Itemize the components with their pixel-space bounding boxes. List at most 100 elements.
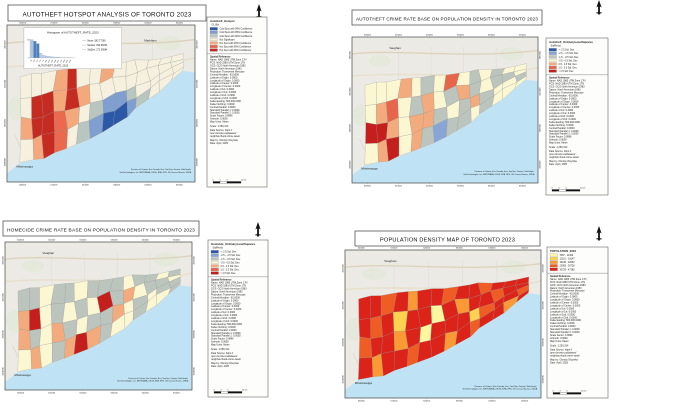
- neighbourhood-polygon: [370, 315, 383, 339]
- grid-tick-label: 600000: [358, 247, 366, 249]
- grid-tick-label: 4844000: [194, 293, 196, 302]
- grid-tick-label: 4844000: [540, 87, 542, 96]
- basemap-attribution: Province of Ontario, Esri Canada, Esri, …: [474, 385, 537, 388]
- legend-class-label: < -2.5 Std. Dev.: [559, 49, 575, 52]
- place-label: Vaughan: [42, 251, 54, 255]
- basemap: Vaughan Mississauga Province of Ontario, E…: [345, 250, 541, 398]
- legend-class-label: 0.5 - 1.5 Std. Dev.: [221, 265, 240, 268]
- grid-tick-label: 620000: [82, 22, 90, 24]
- data-source-line: neighbourhood-crime-rates/: [549, 156, 579, 159]
- spatial-reference-line: Longitude of 1st: 0.0000: [210, 91, 237, 94]
- grid-tick-label: 610000: [51, 22, 59, 24]
- grid-tick-label: 4828000: [197, 157, 199, 166]
- basemap-attribution: GeoTechnologies, Inc, METI/NASA, USGS, E…: [463, 388, 538, 391]
- spatial-reference-line: Standard Parallel 2: 0.0000: [549, 133, 579, 136]
- legend-class-label: 7087 - 12100: [560, 255, 574, 257]
- grid-tick-label: 620000: [423, 247, 431, 249]
- data-source-line: Data Source: https://: [549, 150, 572, 153]
- map-title: POPULATION DENSITY MAP OF TORONTO 2023: [354, 230, 541, 247]
- spatial-reference-line: Standard Parallel 2: 0.0000: [210, 112, 240, 115]
- legend-field-name: GI_Bin: [212, 24, 220, 27]
- grid-tick-label: 610000: [391, 400, 399, 402]
- grid-tick-label: 4852000: [197, 40, 199, 49]
- north-arrow-icon: [596, 0, 602, 15]
- neighbourhood-polygons: [17, 268, 181, 372]
- map-date: Date: April, 2025: [210, 142, 229, 145]
- north-arrow-icon: [256, 4, 262, 19]
- neighbourhood-polygon: [19, 73, 32, 99]
- spatial-reference-line: Standard Parallel 1: 0.0000: [549, 130, 579, 133]
- spatial-reference-line: Longitude of Origin: 0.0000: [210, 79, 240, 82]
- neighbourhood-polygon: [376, 101, 388, 125]
- lake-ontario-water: [345, 293, 541, 398]
- map-author: Map by: Olumiju Oluyinka: [549, 160, 577, 163]
- legend-swatch: [548, 51, 557, 55]
- basemap-attribution: GeoTechnologies, Inc, METI/NASA, USGS, E…: [117, 380, 189, 383]
- spatial-reference-line: Latitude of 1st: 0.0000: [550, 307, 575, 310]
- data-source-line: Data Source: https://: [211, 352, 234, 355]
- lake-ontario-water: [352, 79, 538, 183]
- spatial-reference-line: Longitude of 1st: 0.0000: [549, 112, 576, 115]
- legend-class-label: Not Significant: [220, 38, 235, 41]
- grid-tick-label: 610000: [395, 185, 403, 187]
- spatial-reference-line: Projection: Transverse Mercator: [211, 293, 246, 296]
- legend-swatch: [210, 257, 219, 261]
- basemap: Vaughan Mississauga Province of Ontario, E…: [5, 242, 192, 390]
- spatial-reference-line: Projection: Transverse Mercator: [210, 70, 245, 73]
- histogram-xtick: 1890: [62, 60, 66, 64]
- grid-tick-label: 4828000: [540, 160, 542, 169]
- grid-tick-label: 4828000: [342, 375, 344, 384]
- legend-class-label: -2.5 - -1.5 Std. Dev.: [221, 254, 242, 257]
- legend-swatch: [548, 58, 557, 62]
- neighbourhood-polygon: [365, 104, 377, 125]
- grid-tick-label: 620000: [82, 184, 90, 186]
- spatial-reference-line: Scale Factor: 0.9996: [210, 115, 233, 118]
- neighbourhood-polygon: [17, 349, 32, 372]
- spatial-reference-line: Datum: North American 1983: [210, 67, 242, 70]
- spatial-reference-line: GCS: GCS North American 1983: [210, 65, 246, 68]
- neighbourhood-polygon: [31, 73, 42, 98]
- neighbourhood-polygon: [359, 336, 373, 359]
- spatial-reference-line: Central Meridian: -81.0000: [210, 73, 240, 76]
- histogram-bar: [48, 56, 52, 58]
- spatial-reference-line: Scale Factor: 0.9996: [549, 136, 572, 139]
- legend-class-label: Cold Spot with 90% Confidence: [220, 35, 253, 38]
- map-title-text: AUTOTHEFT HOTSPOT ANALYSIS OF TORONTO 20…: [23, 11, 192, 18]
- scale-bar-label: 6: [566, 390, 568, 392]
- spatial-reference-line: Latitude of 2nd: 0.0000: [211, 317, 237, 320]
- legend-class-label: -2.5 - -1.5 Std. Dev.: [559, 52, 580, 55]
- spatial-reference-line: Latitude of 2nd: 0.0000: [549, 115, 575, 118]
- spatial-reference-line: Standard Parallel 1: 0.0000: [211, 332, 241, 335]
- spatial-reference-line: Longitude of 1st: 0.0000: [550, 310, 577, 313]
- quadrant-autotheft-hotspot: AUTOTHEFT HOTSPOT ANALYSIS OF TORONTO 20…: [4, 4, 268, 188]
- legend-swatch: [209, 34, 218, 38]
- place-label: Vaughan: [389, 46, 401, 50]
- legend-class-label: > 2.5 Std. Dev.: [559, 70, 575, 73]
- scale-bar-label: 6: [226, 179, 228, 181]
- map-scale-text: Scale: 1:250,314: [549, 146, 568, 149]
- legend-class-label: > 2.5 Std. Dev.: [221, 272, 237, 275]
- spatial-reference-line: Spatial Reference: [211, 279, 232, 282]
- legend-layer-title: Homicide_OrdinaryLeastSquares: [211, 242, 256, 246]
- data-source-line: open.toronto.ca/dataset/: [210, 132, 237, 135]
- grid-tick-label: 4852000: [543, 264, 545, 273]
- spatial-reference-line: Map Units: Meter: [210, 121, 229, 124]
- grid-tick-label: 630000: [113, 22, 121, 24]
- histogram-xtick: 2054: [65, 60, 69, 64]
- spatial-reference-line: Longitude of 2nd: 0.0000: [211, 320, 239, 323]
- legend-class-label: 1.5 - 2.5 Std. Dev.: [559, 66, 578, 69]
- legend-class-label: < -2.5 Std. Dev.: [221, 251, 237, 254]
- basemap: Markham Mississauga Province of Ontario, E…: [7, 25, 195, 182]
- histogram-stat: Mean: 582.77268: [87, 40, 106, 42]
- neighbourhood-polygon: [18, 328, 32, 351]
- grid-tick-label: 4836000: [194, 330, 196, 339]
- legend-class-label: 1.5 - 2.5 Std. Dev.: [221, 268, 240, 271]
- neighbourhood-polygon: [17, 287, 30, 312]
- legend-swatch: [548, 69, 557, 73]
- grid-tick-label: 600000: [358, 400, 366, 402]
- data-source-line: neighbourhood-crime-rates/: [550, 354, 580, 357]
- legend-class-label: Hot Spot with 99% Confidence: [220, 49, 252, 52]
- spatial-reference-line: Latitude of Center: 0.0000: [550, 302, 579, 305]
- spatial-reference-line: Latitude of Origin: 0.0000: [211, 299, 239, 302]
